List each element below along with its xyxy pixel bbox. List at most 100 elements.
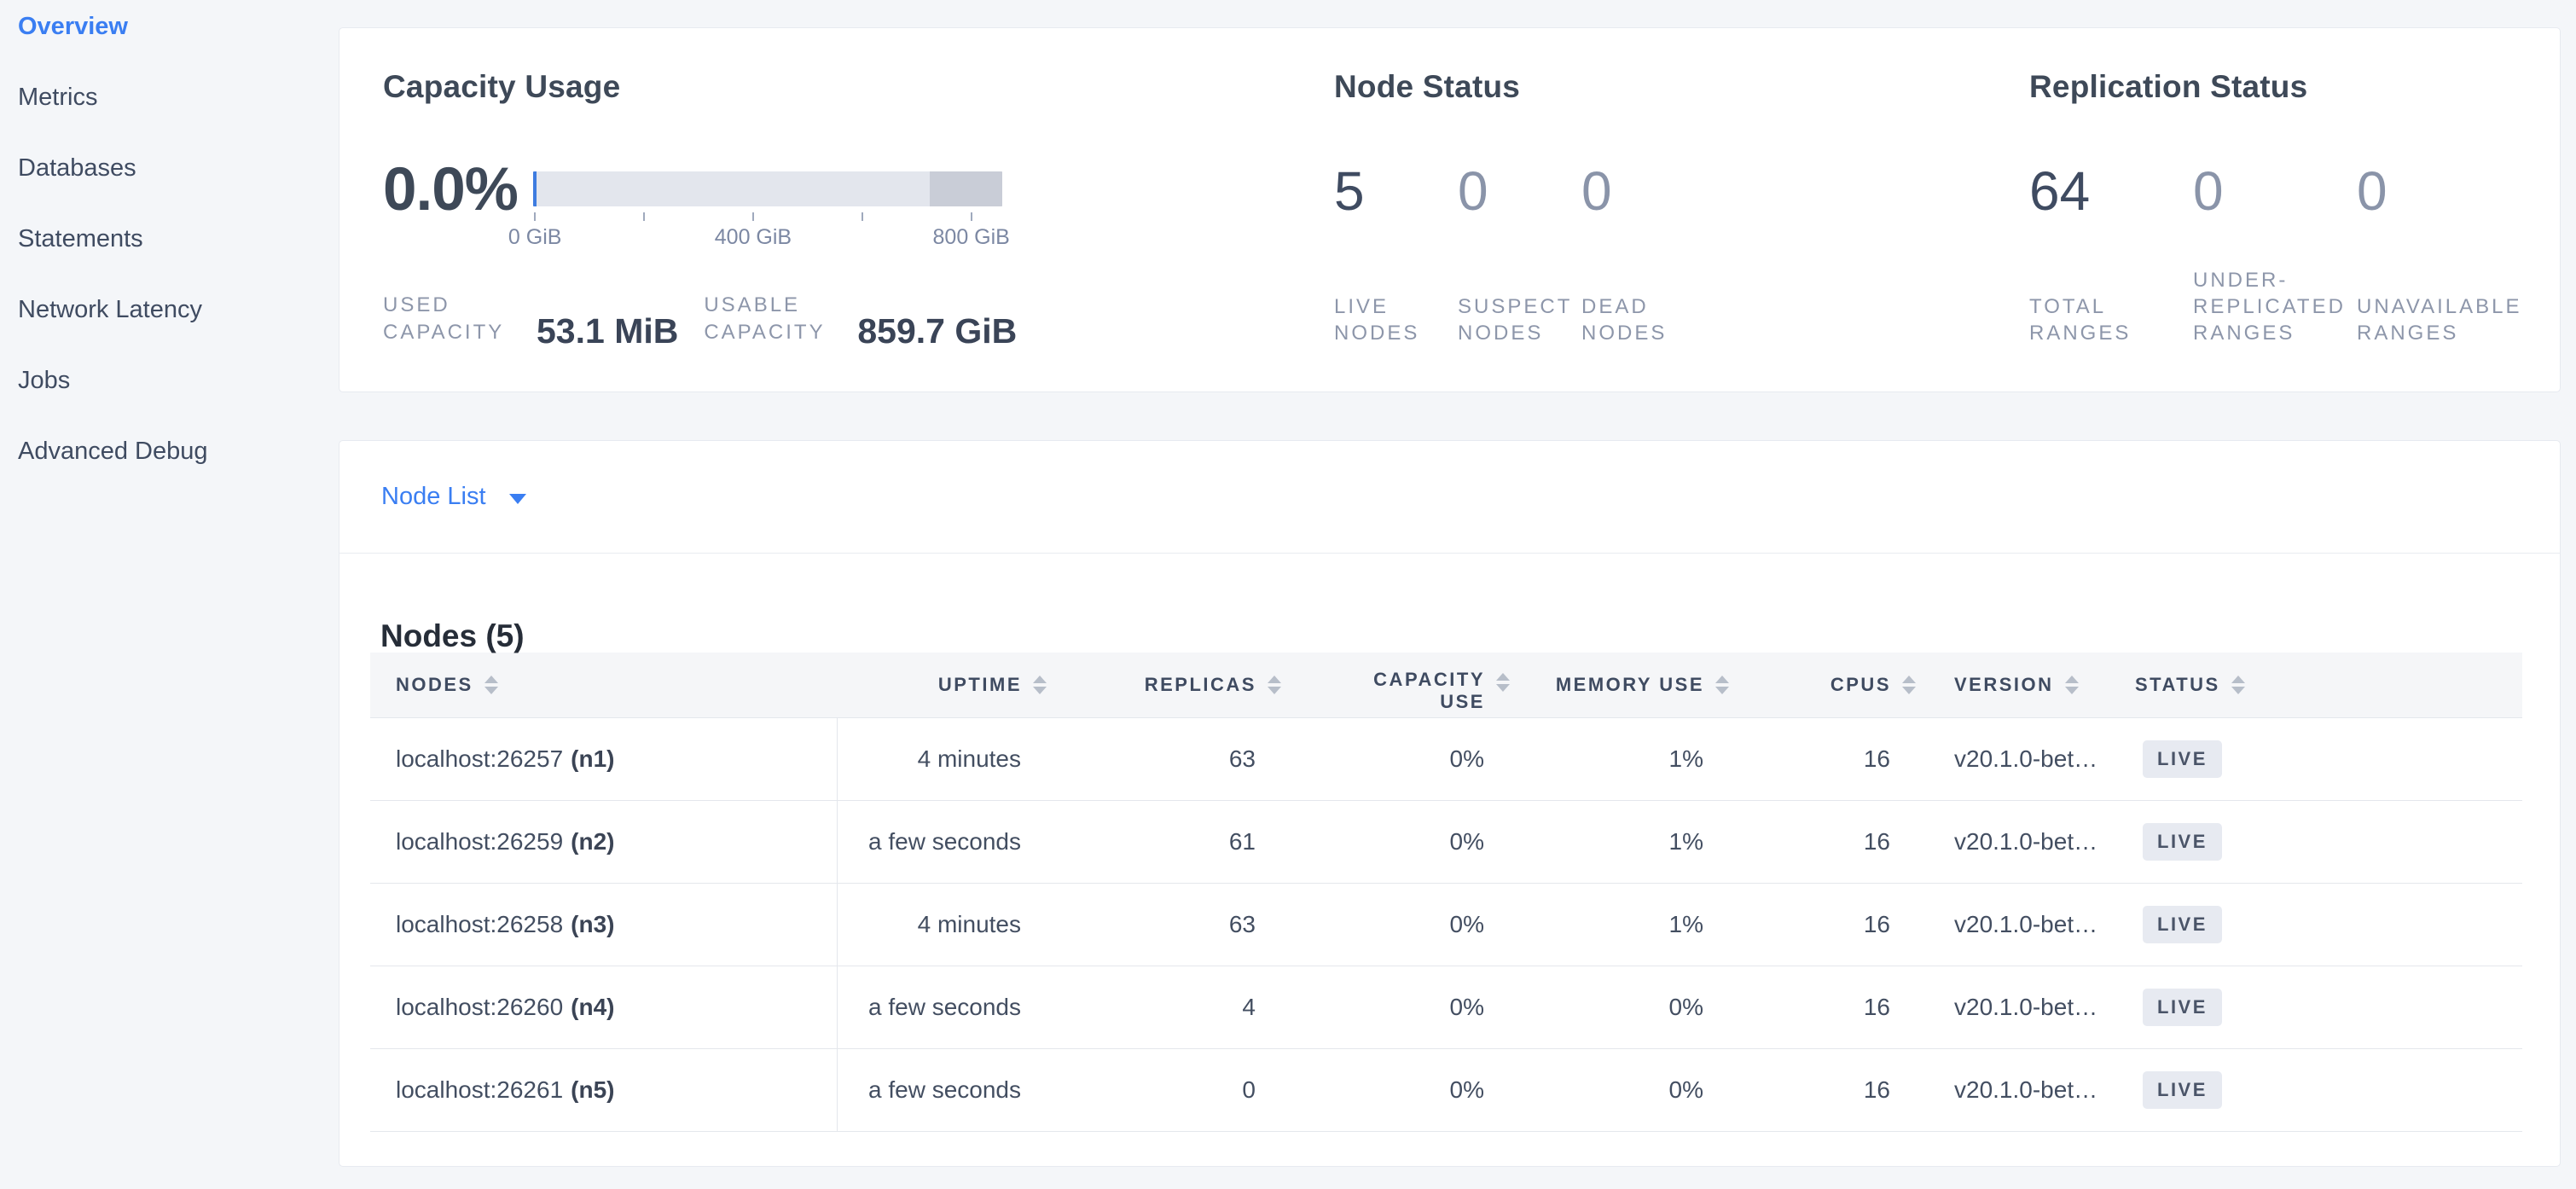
capacity-gauge-reserved-segment	[929, 171, 1002, 206]
unavailable-ranges-stat: 0 UNAVAILABLE RANGES	[2357, 164, 2521, 346]
total-ranges-value: 64	[2029, 160, 2091, 222]
cluster-summary-card: Capacity Usage 0.0% 0 GiB 400 GiB	[339, 27, 2561, 392]
nodes-section: Nodes (5) NODES UPTIME REPLICAS CAPACITY…	[339, 620, 2560, 1132]
total-ranges-stat: 64 TOTAL RANGES	[2029, 164, 2193, 346]
axis-label-0gib: 0 GiB	[508, 225, 562, 249]
table-row: localhost:26259 (n2) a few seconds 61 0%…	[370, 801, 2522, 884]
replicas-cell: 63	[1228, 745, 1256, 772]
node-id: (n2)	[571, 828, 615, 855]
replicas-cell: 4	[1242, 994, 1256, 1020]
capacity-use-cell: 0%	[1449, 745, 1484, 772]
column-header-nodes[interactable]: NODES	[370, 674, 838, 696]
node-status-title: Node Status	[1334, 69, 1521, 104]
node-address: localhost:26258	[396, 911, 564, 937]
live-nodes-value: 5	[1334, 160, 1365, 222]
column-header-status[interactable]: STATUS	[2125, 674, 2522, 696]
column-header-replicas[interactable]: REPLICAS	[1047, 674, 1281, 696]
version-cell: v20.1.0-bet…	[1954, 828, 2098, 855]
capacity-usage-title: Capacity Usage	[383, 69, 621, 104]
status-badge: LIVE	[2143, 1071, 2222, 1109]
tick-mark	[751, 212, 754, 221]
sort-icon	[2231, 676, 2245, 694]
node-address: localhost:26259	[396, 828, 564, 855]
used-capacity-value: 53.1 MiB	[537, 311, 679, 351]
sort-icon	[484, 676, 498, 694]
column-header-label: UPTIME	[937, 674, 1022, 695]
node-list-card: Node List Nodes (5) NODES UPTIME REPLICA…	[339, 440, 2561, 1167]
sidebar-item-advanced-debug[interactable]: Advanced Debug	[18, 438, 208, 465]
suspect-nodes-value: 0	[1458, 160, 1488, 222]
capacity-gauge-axis-labels: 0 GiB 400 GiB 800 GiB	[508, 225, 1010, 251]
memory-use-cell: 0%	[1668, 1076, 1703, 1103]
node-address: localhost:26257	[396, 745, 564, 772]
status-cell: LIVE	[2125, 740, 2522, 778]
column-header-uptime[interactable]: UPTIME	[838, 674, 1047, 696]
replication-status-stats: 64 TOTAL RANGES 0 UNDER-REPLICATED RANGE…	[2029, 164, 2560, 346]
tick-mark	[861, 212, 863, 221]
capacity-gauge-ticks	[533, 212, 1002, 221]
column-header-label: VERSION	[1954, 674, 2054, 695]
capacity-percent-value: 0.0%	[383, 156, 519, 223]
capacity-use-cell: 0%	[1449, 1076, 1484, 1103]
column-header-cpus[interactable]: CPUS	[1729, 674, 1916, 696]
column-header-memory-use[interactable]: MEMORY USE	[1510, 674, 1729, 696]
node-list-dropdown[interactable]: Node List	[339, 441, 2560, 554]
node-address-cell[interactable]: localhost:26260 (n4)	[370, 966, 838, 1048]
memory-use-cell: 1%	[1668, 745, 1703, 772]
replicas-cell: 61	[1228, 828, 1256, 855]
capacity-use-cell: 0%	[1449, 828, 1484, 855]
column-header-version[interactable]: VERSION	[1916, 674, 2125, 696]
node-status-stats: 5 LIVE NODES 0 SUSPECT NODES 0 DEAD NODE…	[1334, 164, 2029, 346]
sort-icon	[1496, 673, 1510, 692]
version-cell: v20.1.0-bet…	[1954, 994, 2098, 1020]
uptime-cell: 4 minutes	[917, 911, 1021, 937]
node-address-cell[interactable]: localhost:26261 (n5)	[370, 1049, 838, 1131]
column-header-label: CPUS	[1830, 674, 1891, 695]
node-address-cell[interactable]: localhost:26258 (n3)	[370, 884, 838, 966]
sort-icon	[2064, 676, 2079, 694]
memory-use-cell: 0%	[1668, 994, 1703, 1020]
cpus-cell: 16	[1863, 911, 1890, 937]
node-address: localhost:26260	[396, 994, 564, 1020]
live-nodes-stat: 5 LIVE NODES	[1334, 164, 1458, 346]
under-replicated-ranges-label: UNDER-REPLICATED RANGES	[2193, 269, 2346, 345]
chevron-down-icon	[508, 493, 526, 504]
uptime-cell: a few seconds	[868, 1076, 1021, 1103]
node-address-cell[interactable]: localhost:26257 (n1)	[370, 718, 838, 800]
replication-status-title: Replication Status	[2029, 69, 2308, 104]
column-header-label: MEMORY USE	[1555, 674, 1704, 695]
status-cell: LIVE	[2125, 989, 2522, 1026]
capacity-gauge: 0 GiB 400 GiB 800 GiB	[508, 171, 1010, 251]
total-ranges-label: TOTAL RANGES	[2029, 295, 2132, 345]
sidebar-item-metrics[interactable]: Metrics	[18, 84, 98, 111]
sidebar-item-jobs[interactable]: Jobs	[18, 367, 71, 394]
tick-mark	[642, 212, 645, 221]
sidebar-item-overview[interactable]: Overview	[18, 13, 128, 40]
capacity-gauge-used-segment	[533, 171, 537, 206]
sidebar-item-network-latency[interactable]: Network Latency	[18, 296, 202, 323]
usable-capacity-stat: USABLE CAPACITY 859.7 GiB	[704, 292, 1017, 349]
status-cell: LIVE	[2125, 906, 2522, 943]
column-header-capacity-use[interactable]: CAPACITY USE	[1281, 657, 1510, 713]
version-cell: v20.1.0-bet…	[1954, 911, 2098, 937]
replicas-cell: 63	[1228, 911, 1256, 937]
sidebar-item-databases[interactable]: Databases	[18, 154, 136, 182]
column-header-label: NODES	[396, 674, 473, 695]
axis-label-800gib: 800 GiB	[932, 225, 1010, 249]
capacity-use-cell: 0%	[1449, 994, 1484, 1020]
node-address-cell[interactable]: localhost:26259 (n2)	[370, 801, 838, 883]
used-capacity-stat: USED CAPACITY 53.1 MiB	[383, 292, 679, 351]
sidebar-item-statements[interactable]: Statements	[18, 225, 143, 252]
capacity-stats: USED CAPACITY 53.1 MiB USABLE CAPACITY 8…	[383, 292, 1334, 351]
used-capacity-label: USED CAPACITY	[383, 293, 505, 344]
status-badge: LIVE	[2143, 740, 2222, 778]
axis-label-400gib: 400 GiB	[714, 225, 792, 249]
sort-icon	[1715, 676, 1729, 694]
status-cell: LIVE	[2125, 1071, 2522, 1109]
column-header-label: CAPACITY USE	[1373, 669, 1485, 712]
nodes-table-title: Nodes (5)	[380, 618, 525, 653]
usable-capacity-label: USABLE CAPACITY	[704, 293, 826, 344]
cpus-cell: 16	[1863, 745, 1890, 772]
under-replicated-ranges-value: 0	[2193, 160, 2224, 222]
node-id: (n5)	[571, 1076, 615, 1103]
